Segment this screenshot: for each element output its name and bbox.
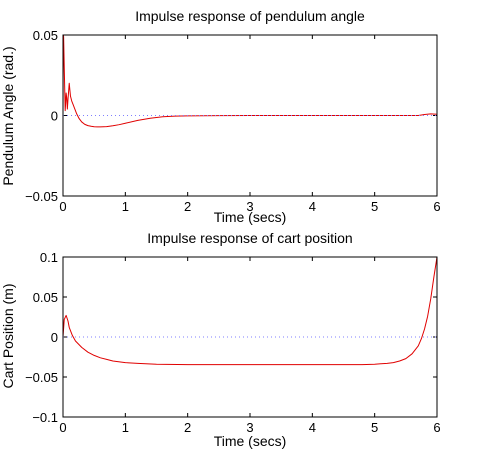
x-tick-label: 6	[433, 199, 440, 214]
x-tick-label: 4	[309, 420, 316, 435]
cart-position-subplot: Impulse response of cart position Cart P…	[0, 230, 441, 449]
y-axis-label: Pendulum Angle (rad.)	[0, 46, 16, 185]
x-tick-label: 0	[59, 420, 66, 435]
axes-frame	[62, 34, 438, 197]
x-tick-label: 6	[433, 420, 440, 435]
x-tick-label: 0	[59, 199, 66, 214]
axes-frame	[62, 256, 438, 418]
plot-area	[62, 256, 438, 366]
chart-title: Impulse response of cart position	[147, 230, 352, 246]
x-axis-label: Time (secs)	[214, 433, 287, 449]
x-tick-label: 2	[184, 420, 191, 435]
x-tick-label: 1	[122, 199, 129, 214]
y-tick-label: −0.1	[32, 410, 58, 425]
x-tick-label: 3	[246, 199, 253, 214]
x-tick-label: 5	[371, 420, 378, 435]
x-tick-label: 4	[309, 199, 316, 214]
y-tick-label: 0	[51, 330, 58, 345]
pendulum-angle-subplot: Impulse response of pendulum angle Pendu…	[0, 8, 441, 225]
axis-ticks: 0 1 2 3 4 5 6 −0.1 −0.05 0 0.05 0.1	[25, 250, 441, 435]
response-line	[62, 34, 438, 128]
x-axis-label: Time (secs)	[214, 209, 287, 225]
x-tick-label: 3	[246, 420, 253, 435]
x-tick-label: 2	[184, 199, 191, 214]
y-tick-label: 0.05	[33, 290, 58, 305]
y-axis-label: Cart Position (m)	[0, 283, 16, 388]
y-tick-label: −0.05	[25, 370, 58, 385]
x-tick-label: 5	[371, 199, 378, 214]
y-tick-label: −0.05	[25, 189, 58, 204]
y-tick-label: 0.05	[33, 28, 58, 43]
x-tick-label: 1	[122, 420, 129, 435]
y-tick-label: 0.1	[40, 250, 58, 265]
response-line	[62, 256, 438, 366]
plot-area	[62, 34, 438, 128]
chart-title: Impulse response of pendulum angle	[135, 8, 365, 24]
y-tick-label: 0	[51, 109, 58, 124]
